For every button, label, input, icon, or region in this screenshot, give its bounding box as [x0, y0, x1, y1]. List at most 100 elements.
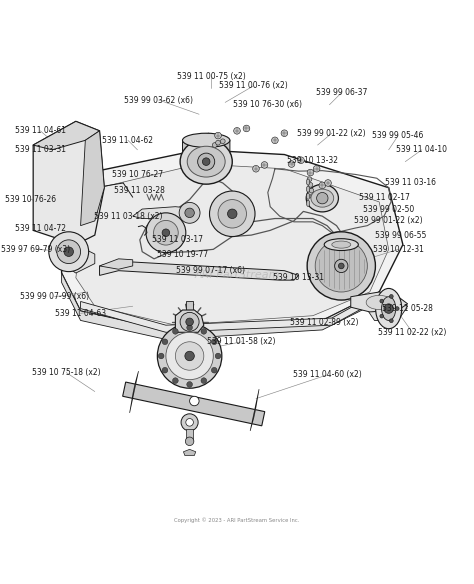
Circle shape: [154, 220, 178, 245]
Text: 539 99 06-55: 539 99 06-55: [375, 231, 426, 239]
Circle shape: [313, 165, 320, 172]
Text: ARI PartStream: ARI PartStream: [194, 270, 280, 280]
Text: 539 11 04-72: 539 11 04-72: [15, 224, 66, 232]
Circle shape: [179, 203, 200, 223]
Ellipse shape: [375, 288, 401, 329]
Circle shape: [307, 169, 314, 176]
Text: 539 10 76-26: 539 10 76-26: [5, 195, 56, 204]
Text: 539 99 03-62 (x6): 539 99 03-62 (x6): [124, 96, 193, 105]
Text: 539 11 02-22 (x2): 539 11 02-22 (x2): [378, 328, 447, 337]
Circle shape: [216, 140, 220, 145]
Ellipse shape: [180, 139, 232, 184]
Circle shape: [384, 304, 393, 314]
Circle shape: [185, 437, 194, 446]
Circle shape: [310, 194, 315, 199]
Circle shape: [186, 419, 193, 426]
Circle shape: [201, 329, 207, 334]
Polygon shape: [62, 150, 403, 330]
Circle shape: [180, 312, 199, 331]
Circle shape: [181, 414, 198, 431]
Circle shape: [175, 342, 204, 370]
Text: 539 11 02-17: 539 11 02-17: [358, 193, 410, 201]
Circle shape: [319, 182, 326, 189]
Polygon shape: [33, 121, 100, 150]
Circle shape: [185, 208, 194, 218]
Text: 539 99 01-22 (x2): 539 99 01-22 (x2): [355, 217, 423, 225]
Circle shape: [243, 125, 250, 132]
Circle shape: [308, 183, 313, 187]
Polygon shape: [81, 131, 104, 225]
Circle shape: [190, 397, 199, 406]
Circle shape: [186, 318, 193, 326]
Ellipse shape: [382, 297, 396, 321]
Circle shape: [307, 177, 312, 182]
Text: 539 11 04-61: 539 11 04-61: [15, 126, 66, 135]
Text: 539 99 01-22 (x2): 539 99 01-22 (x2): [298, 128, 366, 138]
Polygon shape: [183, 449, 196, 456]
Polygon shape: [100, 261, 299, 280]
Circle shape: [390, 294, 393, 298]
Text: 539 11 04-63: 539 11 04-63: [55, 309, 106, 318]
Circle shape: [202, 158, 210, 165]
Text: 539 10 76-30 (x6): 539 10 76-30 (x6): [233, 100, 302, 109]
Circle shape: [185, 351, 194, 361]
Text: 539 99 07-17 (x6): 539 99 07-17 (x6): [176, 266, 246, 275]
Circle shape: [317, 193, 328, 204]
Polygon shape: [351, 292, 408, 312]
Circle shape: [298, 157, 304, 164]
Polygon shape: [76, 164, 389, 325]
Ellipse shape: [311, 189, 334, 207]
Circle shape: [173, 378, 178, 384]
Circle shape: [158, 353, 164, 359]
Circle shape: [272, 137, 278, 144]
Circle shape: [325, 180, 331, 186]
Circle shape: [64, 247, 73, 256]
Polygon shape: [186, 301, 193, 316]
Circle shape: [162, 339, 168, 345]
Ellipse shape: [187, 146, 225, 177]
Ellipse shape: [306, 185, 338, 212]
Polygon shape: [100, 259, 133, 269]
Text: 539 11 03-31: 539 11 03-31: [15, 145, 66, 154]
Polygon shape: [62, 245, 95, 273]
Polygon shape: [62, 273, 379, 339]
Circle shape: [157, 324, 222, 388]
Text: 539 99 07-99 (x6): 539 99 07-99 (x6): [20, 292, 89, 301]
Circle shape: [49, 232, 89, 272]
Circle shape: [380, 314, 383, 318]
Ellipse shape: [182, 133, 230, 147]
Text: 539 10 13-32: 539 10 13-32: [287, 156, 338, 165]
Text: 539 11 03-28: 539 11 03-28: [114, 186, 165, 194]
Circle shape: [315, 240, 367, 292]
Circle shape: [288, 161, 295, 168]
Circle shape: [281, 130, 288, 137]
Circle shape: [211, 367, 217, 373]
Text: 539 11 04-10: 539 11 04-10: [396, 145, 447, 154]
Text: 539 11 00-75 (x2): 539 11 00-75 (x2): [176, 72, 246, 81]
Polygon shape: [365, 292, 408, 321]
Ellipse shape: [366, 296, 392, 310]
Text: 539 11 04-60 (x2): 539 11 04-60 (x2): [292, 370, 362, 380]
Circle shape: [212, 142, 217, 147]
Circle shape: [187, 325, 192, 331]
Circle shape: [395, 307, 399, 311]
Circle shape: [187, 381, 192, 387]
Text: 539 99 05-46: 539 99 05-46: [373, 131, 424, 140]
Circle shape: [390, 319, 393, 322]
Polygon shape: [129, 371, 138, 413]
Circle shape: [215, 353, 221, 359]
Text: 539 11 02-89 (x2): 539 11 02-89 (x2): [291, 318, 359, 327]
Ellipse shape: [306, 193, 310, 199]
Circle shape: [218, 200, 246, 228]
Polygon shape: [33, 121, 104, 245]
Text: 539 99 02-50: 539 99 02-50: [363, 204, 414, 214]
Text: 539 11 04-62: 539 11 04-62: [102, 136, 154, 145]
Circle shape: [335, 259, 348, 273]
Text: 539 11 00-76 (x2): 539 11 00-76 (x2): [219, 81, 288, 91]
Circle shape: [57, 240, 81, 263]
Text: 539 10 13-31: 539 10 13-31: [273, 273, 324, 282]
Circle shape: [215, 132, 221, 139]
Circle shape: [253, 165, 259, 172]
Circle shape: [173, 329, 178, 334]
Circle shape: [198, 153, 215, 170]
